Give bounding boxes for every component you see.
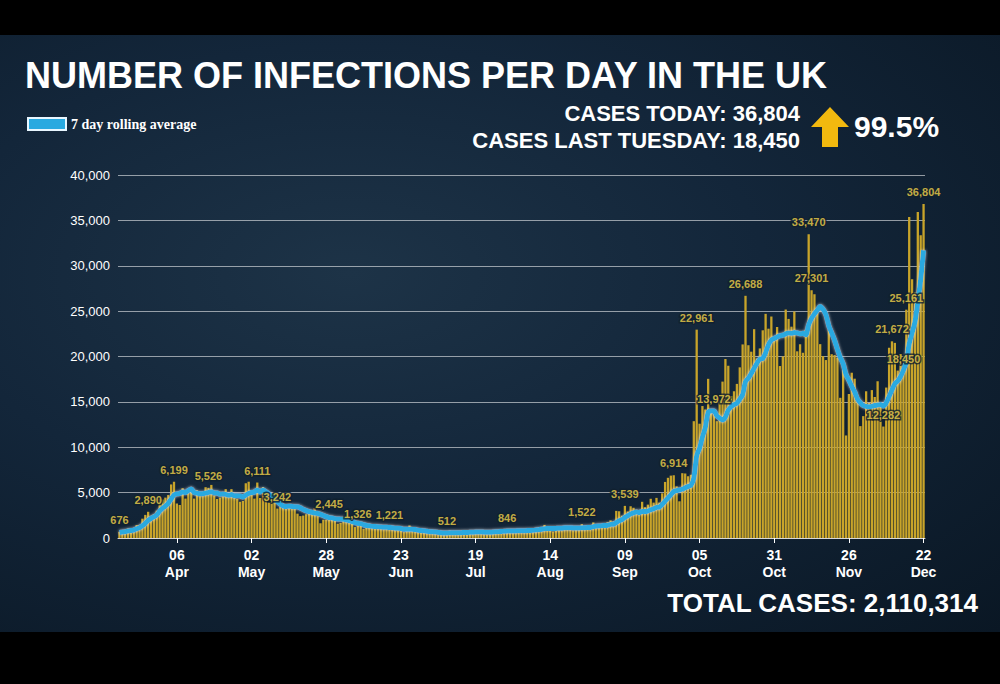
svg-text:3,539: 3,539: [611, 488, 639, 500]
svg-text:512: 512: [438, 515, 456, 527]
svg-text:27,301: 27,301: [795, 272, 829, 284]
svg-text:6,914: 6,914: [660, 457, 688, 469]
svg-text:26: 26: [841, 547, 857, 563]
svg-text:1,326: 1,326: [344, 508, 372, 520]
svg-text:7 day rolling average: 7 day rolling average: [71, 117, 196, 132]
svg-text:36,804: 36,804: [907, 186, 942, 198]
svg-text:0: 0: [103, 531, 110, 546]
svg-text:NUMBER OF INFECTIONS PER DAY I: NUMBER OF INFECTIONS PER DAY IN THE UK: [25, 55, 827, 96]
svg-text:Aug: Aug: [537, 564, 564, 580]
svg-text:Oct: Oct: [688, 564, 712, 580]
svg-text:33,470: 33,470: [792, 216, 826, 228]
svg-text:1,522: 1,522: [568, 506, 596, 518]
svg-text:15,000: 15,000: [70, 394, 110, 409]
svg-text:06: 06: [169, 547, 185, 563]
svg-text:Oct: Oct: [763, 564, 787, 580]
svg-text:18,450: 18,450: [887, 353, 921, 365]
svg-text:13,972: 13,972: [697, 393, 731, 405]
svg-text:6,111: 6,111: [244, 465, 270, 477]
svg-text:22,961: 22,961: [680, 312, 714, 324]
svg-text:19: 19: [468, 547, 484, 563]
svg-text:CASES TODAY: 36,804: CASES TODAY: 36,804: [564, 101, 800, 126]
svg-text:Jul: Jul: [465, 564, 485, 580]
svg-text:TOTAL CASES: 2,110,314: TOTAL CASES: 2,110,314: [667, 588, 978, 618]
svg-text:2,890: 2,890: [134, 494, 162, 506]
svg-text:3,242: 3,242: [264, 491, 292, 503]
svg-text:846: 846: [498, 512, 516, 524]
svg-text:2,445: 2,445: [315, 498, 343, 510]
svg-text:09: 09: [617, 547, 633, 563]
svg-text:Jun: Jun: [388, 564, 413, 580]
svg-text:14: 14: [542, 547, 558, 563]
svg-text:30,000: 30,000: [70, 258, 110, 273]
svg-text:31: 31: [766, 547, 782, 563]
svg-text:Nov: Nov: [836, 564, 863, 580]
svg-text:28: 28: [318, 547, 334, 563]
svg-text:12,282: 12,282: [867, 409, 901, 421]
svg-text:6,199: 6,199: [160, 464, 188, 476]
svg-text:05: 05: [692, 547, 708, 563]
svg-text:25,161: 25,161: [890, 292, 924, 304]
svg-text:May: May: [313, 564, 340, 580]
svg-text:99.5%: 99.5%: [854, 110, 939, 143]
svg-text:5,526: 5,526: [195, 470, 223, 482]
svg-text:676: 676: [110, 514, 128, 526]
svg-text:Dec: Dec: [911, 564, 937, 580]
svg-text:22: 22: [916, 547, 932, 563]
svg-text:10,000: 10,000: [70, 440, 110, 455]
svg-text:Apr: Apr: [165, 564, 190, 580]
svg-text:21,672: 21,672: [875, 323, 909, 335]
svg-text:1,221: 1,221: [376, 509, 404, 521]
svg-text:20,000: 20,000: [70, 349, 110, 364]
svg-text:23: 23: [393, 547, 409, 563]
svg-text:CASES LAST TUESDAY: 18,450: CASES LAST TUESDAY: 18,450: [472, 128, 800, 153]
svg-text:May: May: [238, 564, 265, 580]
svg-text:5,000: 5,000: [77, 485, 110, 500]
svg-text:Sep: Sep: [612, 564, 638, 580]
svg-text:25,000: 25,000: [70, 304, 110, 319]
svg-text:26,688: 26,688: [729, 278, 763, 290]
svg-text:40,000: 40,000: [70, 168, 110, 183]
svg-text:02: 02: [244, 547, 260, 563]
svg-text:35,000: 35,000: [70, 213, 110, 228]
